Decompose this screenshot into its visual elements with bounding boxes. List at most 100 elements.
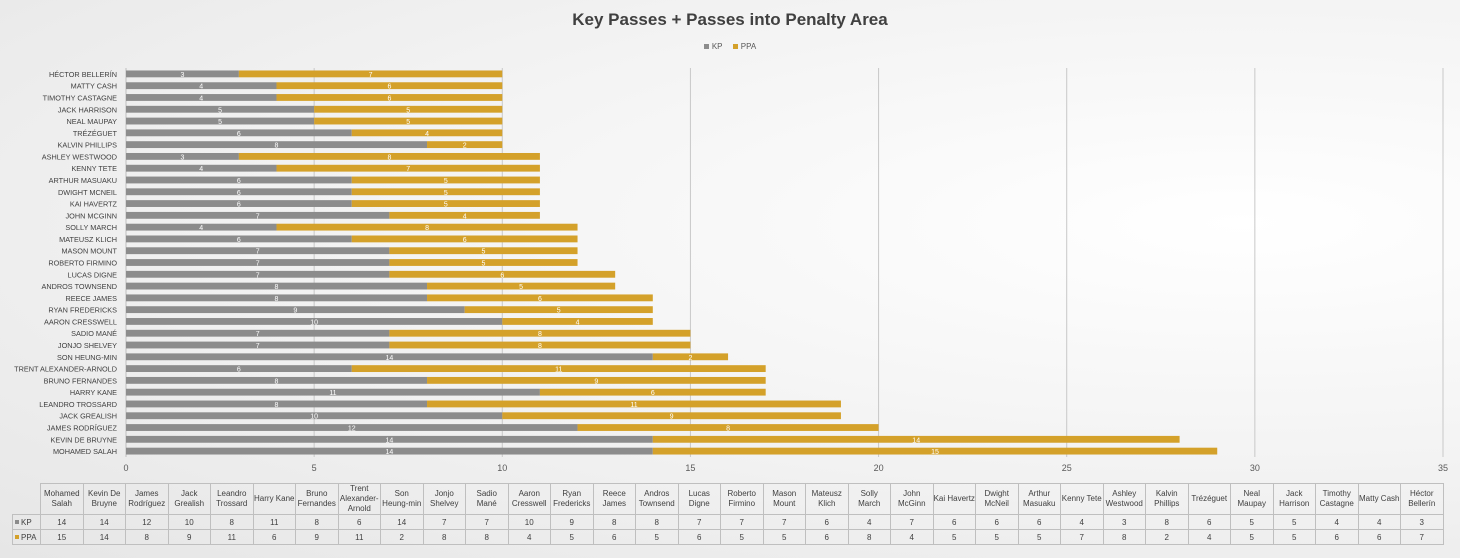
bar-ppa	[314, 117, 503, 125]
bar-ppa	[238, 152, 540, 160]
table-header-cell: Mohamed Salah	[40, 483, 84, 515]
data-label-kp: 14	[386, 355, 394, 362]
table-cell: 3	[1400, 514, 1444, 530]
data-label-kp: 9	[293, 308, 297, 315]
bar-ppa	[276, 223, 578, 231]
table-cell: 6	[932, 514, 976, 530]
bar-kp	[126, 353, 653, 361]
bar-kp	[126, 152, 239, 160]
bar-ppa	[652, 447, 1218, 455]
table-cell: 8	[1145, 514, 1189, 530]
table-header-cell: Sadio Mané	[465, 483, 509, 515]
data-label-kp: 6	[237, 190, 241, 197]
category-label: TRÉZÉGUET	[73, 129, 118, 138]
table-header-cell: Harry Kane	[252, 483, 296, 515]
bar-kp	[126, 365, 352, 373]
table-cell: 14	[82, 529, 126, 545]
table-cell: 12	[125, 514, 169, 530]
category-label: MATEUSZ KLICH	[59, 235, 117, 244]
data-label-ppa: 7	[406, 166, 410, 173]
bar-ppa	[351, 176, 540, 184]
x-tick-label: 0	[123, 463, 128, 473]
table-cell: 5	[1017, 529, 1061, 545]
category-label: SADIO MANÉ	[71, 329, 117, 338]
data-label-kp: 7	[256, 249, 260, 256]
table-row-kp: KP 14 14 12 10 8 11 8 6 14 7 7 10 9 8 8 7 7 7 6 4 7 6 6 6 4 3 8 6 5 5 4…	[12, 514, 1444, 530]
bar-kp	[126, 247, 390, 255]
data-label-ppa: 6	[387, 84, 391, 91]
bar-kp	[126, 306, 465, 314]
table-row-label: PPA	[12, 529, 41, 545]
bar-ppa	[427, 282, 616, 290]
data-label-ppa: 6	[387, 95, 391, 102]
table-header-cell: Roberto Firmino	[720, 483, 764, 515]
category-label: RYAN FREDERICKS	[48, 306, 117, 315]
legend-entry-kp: KP	[703, 42, 723, 51]
category-label: NEAL MAUPAY	[66, 117, 117, 126]
bar-kp	[126, 400, 428, 408]
bar-ppa	[351, 188, 540, 196]
table-corner-cell	[13, 484, 41, 515]
data-label-ppa: 4	[425, 131, 429, 138]
table-header-cell: John McGinn	[890, 483, 934, 515]
table-header-cell: Andros Townsend	[635, 483, 679, 515]
table-cell: 5	[720, 529, 764, 545]
category-label: TIMOTHY CASTAGNE	[43, 93, 117, 102]
data-label-ppa: 6	[651, 390, 655, 397]
category-label: AARON CRESSWELL	[44, 317, 117, 326]
bar-kp	[126, 176, 352, 184]
data-label-ppa: 5	[482, 261, 486, 268]
bar-ppa	[351, 365, 766, 373]
table-header-cell: Leandro Trossard	[210, 483, 254, 515]
table-cell: 15	[40, 529, 84, 545]
bar-ppa	[427, 294, 653, 302]
table-header-cell: Arthur Masuaku	[1017, 483, 1061, 515]
table-cell: 9	[167, 529, 211, 545]
table-cell: 6	[252, 529, 296, 545]
bar-kp	[126, 82, 277, 90]
category-label: JOHN MCGINN	[66, 211, 117, 220]
data-label-kp: 14	[386, 437, 394, 444]
bar-kp	[126, 94, 277, 101]
legend-label-kp: KP	[711, 42, 723, 51]
table-cell: 8	[592, 514, 636, 530]
table-cell: 6	[1187, 514, 1231, 530]
table-cell: 4	[1315, 514, 1359, 530]
bar-kp	[126, 200, 352, 207]
category-label: REECE JAMES	[66, 294, 118, 303]
table-cell: 2	[380, 529, 424, 545]
data-table-container: Mohamed Salah Kevin De Bruyne James Rodríg…	[12, 483, 1444, 545]
table-header-cell: Ryan Fredericks	[550, 483, 594, 515]
table-cell: 6	[805, 529, 849, 545]
bar-ppa	[351, 129, 503, 137]
category-label: TRENT ALEXANDER-ARNOLD	[14, 365, 117, 374]
data-label-ppa: 9	[594, 378, 598, 385]
bar-ppa	[502, 412, 841, 420]
table-cell: 4	[890, 529, 934, 545]
data-label-ppa: 8	[425, 225, 429, 232]
table-header-cell: Kalvin Phillips	[1145, 483, 1189, 515]
bar-kp	[126, 129, 352, 137]
bar-kp	[126, 294, 428, 302]
legend-entry-ppa: PPA	[732, 42, 756, 51]
bar-kp	[126, 211, 390, 219]
table-header-cell: Aaron Cresswell	[507, 483, 551, 515]
legend-swatch-kp	[703, 44, 709, 50]
table-header-cell: Jack Grealish	[167, 483, 211, 515]
table-cell: 11	[252, 514, 296, 530]
table-header-cell: Dwight McNeil	[975, 483, 1019, 515]
table-header-cell: Solly March	[847, 483, 891, 515]
data-label-kp: 6	[237, 131, 241, 138]
table-header-cell: Reece James	[592, 483, 636, 515]
data-label-kp: 4	[199, 166, 203, 173]
table-cell: 14	[40, 514, 84, 530]
data-label-kp: 8	[275, 284, 279, 291]
bar-kp	[126, 388, 540, 396]
table-cell: 2	[1145, 529, 1189, 545]
bar-ppa	[389, 211, 540, 219]
data-label-kp: 6	[237, 202, 241, 209]
x-tick-label: 25	[1062, 463, 1072, 473]
bar-ppa	[427, 400, 841, 408]
data-label-ppa: 4	[576, 319, 580, 326]
data-label-kp: 7	[256, 261, 260, 268]
